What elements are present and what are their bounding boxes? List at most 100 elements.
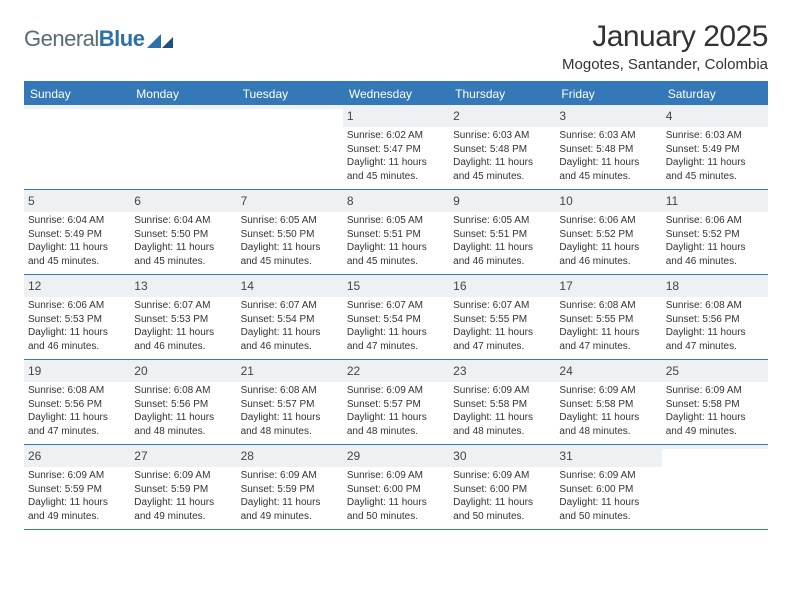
daynum-bar: 23 — [449, 360, 555, 382]
sunset-text: Sunset: 5:53 PM — [28, 313, 126, 327]
daylight-text: Daylight: 11 hours and 48 minutes. — [241, 411, 339, 438]
sunset-text: Sunset: 5:55 PM — [559, 313, 657, 327]
sunset-text: Sunset: 5:49 PM — [28, 228, 126, 242]
calendar-cell: 19Sunrise: 6:08 AMSunset: 5:56 PMDayligh… — [24, 360, 130, 444]
calendar-cell: 3Sunrise: 6:03 AMSunset: 5:48 PMDaylight… — [555, 105, 661, 189]
daylight-text: Daylight: 11 hours and 47 minutes. — [347, 326, 445, 353]
daynum-bar — [130, 105, 236, 109]
sunset-text: Sunset: 5:48 PM — [453, 143, 551, 157]
daylight-text: Daylight: 11 hours and 46 minutes. — [134, 326, 232, 353]
day-number: 9 — [453, 194, 460, 208]
daylight-text: Daylight: 11 hours and 46 minutes. — [28, 326, 126, 353]
calendar-cell: 5Sunrise: 6:04 AMSunset: 5:49 PMDaylight… — [24, 190, 130, 274]
sunrise-text: Sunrise: 6:07 AM — [347, 299, 445, 313]
daylight-text: Daylight: 11 hours and 48 minutes. — [347, 411, 445, 438]
calendar-cell: 16Sunrise: 6:07 AMSunset: 5:55 PMDayligh… — [449, 275, 555, 359]
daynum-bar: 1 — [343, 105, 449, 127]
calendar: Sunday Monday Tuesday Wednesday Thursday… — [24, 81, 768, 530]
calendar-cell: 31Sunrise: 6:09 AMSunset: 6:00 PMDayligh… — [555, 445, 661, 529]
daynum-bar: 11 — [662, 190, 768, 212]
sunset-text: Sunset: 5:50 PM — [241, 228, 339, 242]
sunrise-text: Sunrise: 6:06 AM — [559, 214, 657, 228]
calendar-cell — [237, 105, 343, 189]
week-row: 26Sunrise: 6:09 AMSunset: 5:59 PMDayligh… — [24, 445, 768, 530]
day-number: 12 — [28, 279, 41, 293]
daylight-text: Daylight: 11 hours and 46 minutes. — [559, 241, 657, 268]
daynum-bar: 25 — [662, 360, 768, 382]
sunrise-text: Sunrise: 6:08 AM — [666, 299, 764, 313]
calendar-cell: 30Sunrise: 6:09 AMSunset: 6:00 PMDayligh… — [449, 445, 555, 529]
sunrise-text: Sunrise: 6:03 AM — [666, 129, 764, 143]
sunrise-text: Sunrise: 6:05 AM — [241, 214, 339, 228]
daylight-text: Daylight: 11 hours and 47 minutes. — [666, 326, 764, 353]
calendar-cell: 21Sunrise: 6:08 AMSunset: 5:57 PMDayligh… — [237, 360, 343, 444]
sunrise-text: Sunrise: 6:04 AM — [28, 214, 126, 228]
day-number: 26 — [28, 449, 41, 463]
daylight-text: Daylight: 11 hours and 47 minutes. — [453, 326, 551, 353]
brand-sail-icon — [147, 34, 173, 48]
sunset-text: Sunset: 5:58 PM — [666, 398, 764, 412]
sunset-text: Sunset: 5:55 PM — [453, 313, 551, 327]
daylight-text: Daylight: 11 hours and 45 minutes. — [347, 156, 445, 183]
day-number: 14 — [241, 279, 254, 293]
day-number: 3 — [559, 109, 566, 123]
sunset-text: Sunset: 5:56 PM — [134, 398, 232, 412]
calendar-cell: 17Sunrise: 6:08 AMSunset: 5:55 PMDayligh… — [555, 275, 661, 359]
daynum-bar: 21 — [237, 360, 343, 382]
calendar-cell: 24Sunrise: 6:09 AMSunset: 5:58 PMDayligh… — [555, 360, 661, 444]
daylight-text: Daylight: 11 hours and 49 minutes. — [241, 496, 339, 523]
brand-part1: General — [24, 26, 99, 51]
day-number: 30 — [453, 449, 466, 463]
sunrise-text: Sunrise: 6:06 AM — [28, 299, 126, 313]
day-number: 11 — [666, 194, 678, 208]
week-row: 12Sunrise: 6:06 AMSunset: 5:53 PMDayligh… — [24, 275, 768, 360]
daylight-text: Daylight: 11 hours and 50 minutes. — [453, 496, 551, 523]
sunset-text: Sunset: 6:00 PM — [347, 483, 445, 497]
daynum-bar: 24 — [555, 360, 661, 382]
title-block: January 2025 Mogotes, Santander, Colombi… — [562, 20, 768, 73]
sunset-text: Sunset: 5:50 PM — [134, 228, 232, 242]
day-number: 18 — [666, 279, 679, 293]
sunset-text: Sunset: 5:54 PM — [347, 313, 445, 327]
daylight-text: Daylight: 11 hours and 46 minutes. — [453, 241, 551, 268]
calendar-cell — [130, 105, 236, 189]
sunset-text: Sunset: 5:57 PM — [241, 398, 339, 412]
daylight-text: Daylight: 11 hours and 48 minutes. — [134, 411, 232, 438]
week-row: 5Sunrise: 6:04 AMSunset: 5:49 PMDaylight… — [24, 190, 768, 275]
daynum-bar: 8 — [343, 190, 449, 212]
day-number: 10 — [559, 194, 572, 208]
calendar-cell — [662, 445, 768, 529]
day-number: 20 — [134, 364, 147, 378]
day-number: 7 — [241, 194, 248, 208]
daynum-bar: 12 — [24, 275, 130, 297]
sunrise-text: Sunrise: 6:02 AM — [347, 129, 445, 143]
calendar-cell: 7Sunrise: 6:05 AMSunset: 5:50 PMDaylight… — [237, 190, 343, 274]
daynum-bar — [237, 105, 343, 109]
daylight-text: Daylight: 11 hours and 49 minutes. — [28, 496, 126, 523]
daynum-bar: 9 — [449, 190, 555, 212]
sunset-text: Sunset: 5:51 PM — [347, 228, 445, 242]
daynum-bar: 28 — [237, 445, 343, 467]
sunset-text: Sunset: 6:00 PM — [559, 483, 657, 497]
calendar-cell — [24, 105, 130, 189]
calendar-cell: 23Sunrise: 6:09 AMSunset: 5:58 PMDayligh… — [449, 360, 555, 444]
day-number: 16 — [453, 279, 466, 293]
day-number: 25 — [666, 364, 679, 378]
calendar-cell: 27Sunrise: 6:09 AMSunset: 5:59 PMDayligh… — [130, 445, 236, 529]
daynum-bar: 30 — [449, 445, 555, 467]
daynum-bar: 7 — [237, 190, 343, 212]
calendar-cell: 8Sunrise: 6:05 AMSunset: 5:51 PMDaylight… — [343, 190, 449, 274]
daynum-bar — [662, 445, 768, 449]
daynum-bar: 14 — [237, 275, 343, 297]
calendar-cell: 22Sunrise: 6:09 AMSunset: 5:57 PMDayligh… — [343, 360, 449, 444]
day-header: Sunday — [24, 83, 130, 105]
daynum-bar: 27 — [130, 445, 236, 467]
daynum-bar: 18 — [662, 275, 768, 297]
day-number: 6 — [134, 194, 141, 208]
day-header: Saturday — [662, 83, 768, 105]
daynum-bar: 13 — [130, 275, 236, 297]
sunset-text: Sunset: 5:51 PM — [453, 228, 551, 242]
daylight-text: Daylight: 11 hours and 46 minutes. — [666, 241, 764, 268]
sunrise-text: Sunrise: 6:08 AM — [134, 384, 232, 398]
daylight-text: Daylight: 11 hours and 47 minutes. — [559, 326, 657, 353]
